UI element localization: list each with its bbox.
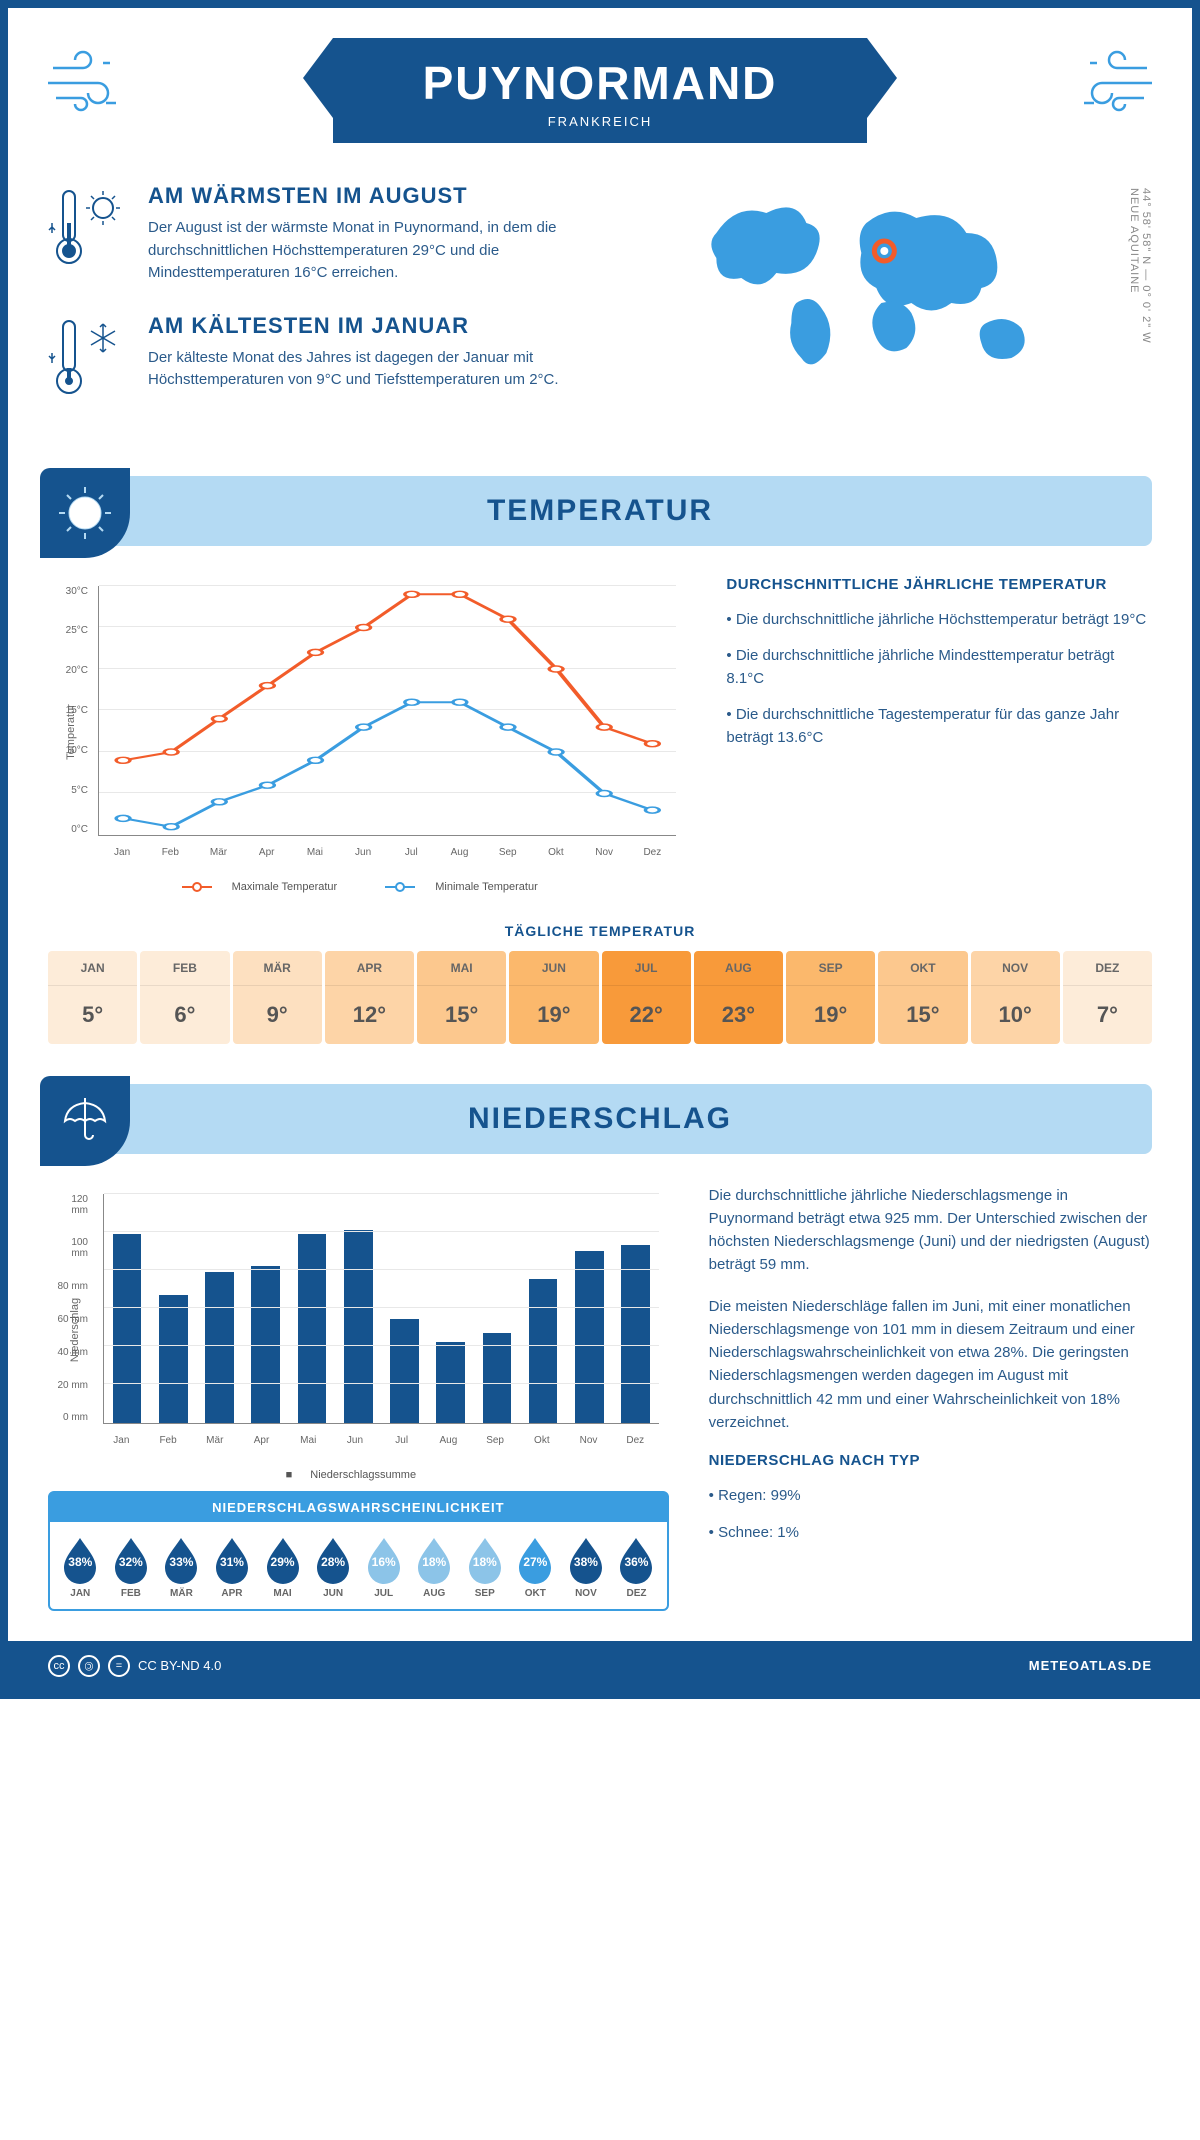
precipitation-chart: Niederschlag 0 mm20 mm40 mm60 mm80 mm100…: [48, 1184, 669, 1464]
y-axis-ticks: 0 mm20 mm40 mm60 mm80 mm100 mm120 mm: [53, 1194, 88, 1424]
header: PUYNORMAND FRANKREICH: [48, 38, 1152, 143]
fact-warmest: AM WÄRMSTEN IM AUGUST Der August ist der…: [48, 183, 605, 285]
precipitation-body: Niederschlag 0 mm20 mm40 mm60 mm80 mm100…: [48, 1184, 1152, 1611]
wind-icon: [48, 48, 138, 123]
world-map: [645, 183, 1128, 436]
infographic-frame: PUYNORMAND FRANKREICH AM WÄRMSTEN IM AUG…: [0, 0, 1200, 1699]
coordinates: 44° 58' 58" N — 0° 0' 2" W NEUE AQUITAIN…: [1128, 183, 1152, 436]
by-icon: 🄯: [78, 1655, 100, 1677]
fact-text: Der kälteste Monat des Jahres ist dagege…: [148, 347, 605, 392]
map-column: 44° 58' 58" N — 0° 0' 2" W NEUE AQUITAIN…: [645, 183, 1152, 436]
probability-box: NIEDERSCHLAGSWAHRSCHEINLICHKEIT 38%JAN32…: [48, 1491, 669, 1611]
site-name: METEOATLAS.DE: [1029, 1658, 1152, 1673]
temperature-info: DURCHSCHNITTLICHE JÄHRLICHE TEMPERATUR •…: [726, 576, 1152, 893]
fact-title: AM WÄRMSTEN IM AUGUST: [148, 183, 605, 209]
fact-coldest: AM KÄLTESTEN IM JANUAR Der kälteste Mona…: [48, 313, 605, 408]
temperature-chart: Temperatur 0°C5°C10°C15°C20°C25°C30°C Ja…: [48, 576, 686, 893]
nd-icon: =: [108, 1655, 130, 1677]
chart-plot-area: [98, 586, 676, 836]
footer: cc 🄯 = CC BY-ND 4.0 METEOATLAS.DE: [8, 1641, 1192, 1691]
y-axis-ticks: 0°C5°C10°C15°C20°C25°C30°C: [53, 586, 88, 836]
section-title: TEMPERATUR: [48, 494, 1152, 528]
license: cc 🄯 = CC BY-ND 4.0: [48, 1655, 221, 1677]
precipitation-left: Niederschlag 0 mm20 mm40 mm60 mm80 mm100…: [48, 1184, 669, 1611]
table-title: TÄGLICHE TEMPERATUR: [48, 923, 1152, 939]
city-name: PUYNORMAND: [423, 56, 778, 110]
chart-legend: Maximale Temperatur Minimale Temperatur: [48, 881, 686, 893]
temperature-body: Temperatur 0°C5°C10°C15°C20°C25°C30°C Ja…: [48, 576, 1152, 893]
probability-title: NIEDERSCHLAGSWAHRSCHEINLICHKEIT: [50, 1493, 667, 1522]
info-bullets: • Die durchschnittliche jährliche Höchst…: [726, 609, 1152, 750]
daily-temperature-table: JAN5°FEB6°MÄR9°APR12°MAI15°JUN19°JUL22°A…: [48, 951, 1152, 1044]
thermometer-sun-icon: [48, 183, 128, 285]
info-paragraph: Die durchschnittliche jährliche Niedersc…: [709, 1184, 1152, 1277]
x-axis-ticks: JanFebMärAprMaiJunJulAugSepOktNovDez: [98, 847, 676, 858]
section-header-temperature: TEMPERATUR: [48, 476, 1152, 546]
info-title: NIEDERSCHLAG NACH TYP: [709, 1452, 1152, 1469]
x-axis-ticks: JanFebMärAprMaiJunJulAugSepOktNovDez: [98, 1435, 659, 1446]
title-banner: PUYNORMAND FRANKREICH: [333, 38, 868, 143]
country-name: FRANKREICH: [423, 114, 778, 129]
section-header-precipitation: NIEDERSCHLAG: [48, 1084, 1152, 1154]
facts-column: AM WÄRMSTEN IM AUGUST Der August ist der…: [48, 183, 605, 436]
wind-icon: [1062, 48, 1152, 123]
umbrella-icon: [40, 1076, 130, 1166]
sun-icon: [40, 468, 130, 558]
section-title: NIEDERSCHLAG: [48, 1102, 1152, 1136]
chart-plot-area: [103, 1194, 659, 1424]
probability-row: 38%JAN32%FEB33%MÄR31%APR29%MAI28%JUN16%J…: [50, 1522, 667, 1609]
info-bullets: • Regen: 99%• Schnee: 1%: [709, 1485, 1152, 1544]
info-title: DURCHSCHNITTLICHE JÄHRLICHE TEMPERATUR: [726, 576, 1152, 593]
info-paragraph: Die meisten Niederschläge fallen im Juni…: [709, 1295, 1152, 1435]
fact-title: AM KÄLTESTEN IM JANUAR: [148, 313, 605, 339]
summary-row: AM WÄRMSTEN IM AUGUST Der August ist der…: [48, 183, 1152, 436]
precipitation-info: Die durchschnittliche jährliche Niedersc…: [709, 1184, 1152, 1611]
chart-legend: ■ Niederschlagssumme: [48, 1469, 669, 1481]
fact-text: Der August ist der wärmste Monat in Puyn…: [148, 217, 605, 285]
cc-icon: cc: [48, 1655, 70, 1677]
thermometer-snow-icon: [48, 313, 128, 408]
